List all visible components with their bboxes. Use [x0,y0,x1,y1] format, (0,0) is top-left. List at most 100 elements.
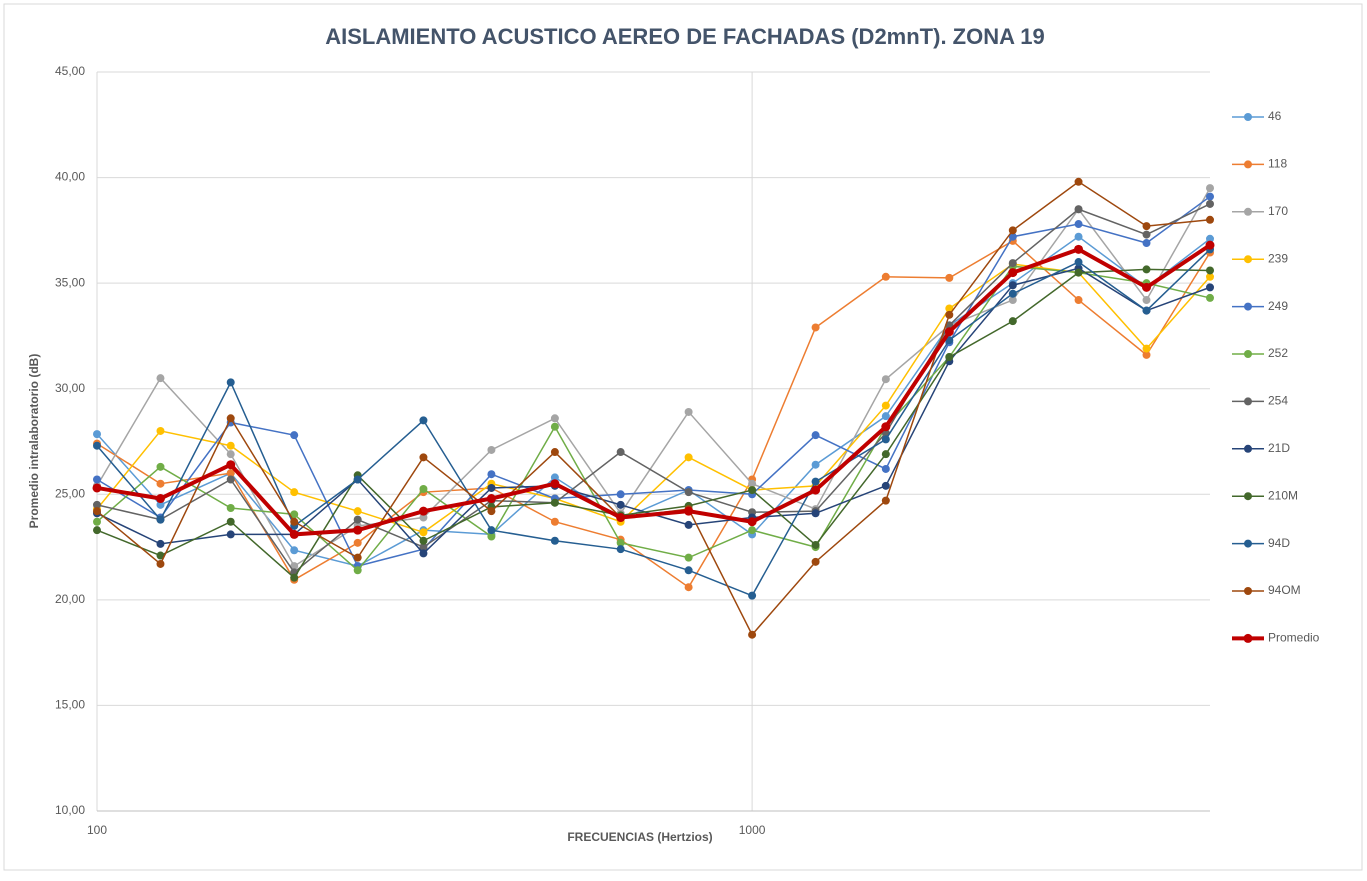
data-point [1205,240,1215,250]
data-point [290,573,299,582]
data-point [684,553,693,562]
legend-label: 21D [1268,441,1290,455]
data-point [550,414,559,423]
data-point [156,551,165,560]
data-point [93,500,101,509]
y-tick-label: 20,00 [55,592,85,606]
data-point [353,515,362,524]
data-point [353,566,362,575]
data-point [616,538,625,547]
data-point [93,517,101,526]
legend-marker [1244,350,1252,358]
data-point [550,479,560,489]
data-point [156,479,165,488]
data-point [226,517,235,526]
legend-label: 94D [1268,536,1290,550]
legend-marker [1244,207,1252,216]
data-point [419,528,428,537]
data-point [881,450,890,459]
data-point [881,422,891,432]
x-tick-label: 100 [87,823,107,837]
data-point [945,273,954,282]
series-line [96,248,1211,597]
data-point [616,500,625,509]
y-tick-label: 10,00 [55,803,85,817]
data-point [226,441,235,450]
data-point [550,498,559,507]
data-point [1142,350,1151,359]
legend-label: 170 [1268,204,1288,218]
data-point [93,526,101,535]
series-line [96,243,1212,537]
data-point [1206,266,1214,275]
data-point [881,464,890,473]
data-point [684,488,693,497]
data-point [881,435,890,444]
data-point [881,375,890,384]
legend-marker [1244,539,1252,548]
series-line [96,268,1211,579]
data-point [748,479,757,488]
legend-marker [1243,633,1253,643]
data-point [419,416,428,425]
series-line [96,187,1211,568]
data-point [748,526,757,535]
legend-marker [1244,302,1252,311]
data-point [811,485,821,495]
data-point [1074,205,1083,214]
data-point [156,374,165,383]
data-point [290,510,299,519]
x-tick-label: 1000 [739,823,766,837]
data-point [616,490,625,499]
data-point [1008,289,1017,298]
data-point [550,473,559,482]
data-point [487,470,496,479]
data-point [811,460,820,469]
legend-label: 210M [1268,488,1298,502]
legend-marker [1244,255,1252,264]
series-line [96,195,1211,567]
data-point [419,543,428,552]
chart-border [3,3,1363,871]
data-point [748,591,757,600]
data-point [487,507,496,516]
data-point [1074,258,1083,267]
data-point [811,323,820,332]
data-point [1008,259,1017,268]
data-point [1142,239,1151,248]
data-point [226,530,235,539]
data-point [486,494,496,504]
data-point [1074,296,1083,305]
data-point [93,475,101,484]
data-point [550,422,559,431]
data-point [290,546,299,555]
data-point [550,517,559,526]
data-point [290,488,299,497]
data-point [881,401,890,410]
data-point [419,485,428,494]
data-point [945,304,954,313]
data-point [811,431,820,440]
data-point [1142,296,1151,305]
data-point [811,509,820,518]
data-point [156,462,165,471]
data-point [93,430,101,439]
data-point [881,412,890,421]
series-line [96,263,1211,534]
data-point [811,477,820,486]
data-point [881,481,890,490]
data-point [1142,282,1152,292]
data-point [487,526,496,535]
data-point [487,532,496,541]
legend-marker [1244,444,1252,453]
data-point [226,475,235,484]
data-point [616,545,625,554]
data-point [226,450,235,459]
data-point [156,515,165,524]
data-point [353,525,363,535]
y-axis-label: Promedio intralaboratorio (dB) [27,354,41,529]
data-point [1074,232,1083,241]
legend-label: 46 [1268,109,1282,123]
y-tick-label: 35,00 [55,275,85,289]
y-tick-label: 40,00 [55,170,85,184]
